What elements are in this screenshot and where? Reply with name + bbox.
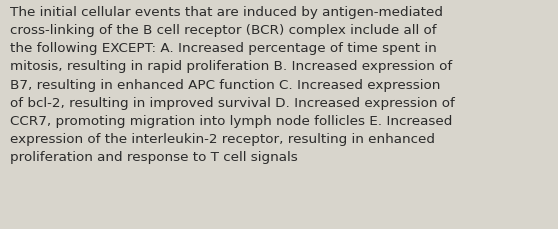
Text: The initial cellular events that are induced by antigen-mediated
cross-linking o: The initial cellular events that are ind… [10, 6, 455, 164]
